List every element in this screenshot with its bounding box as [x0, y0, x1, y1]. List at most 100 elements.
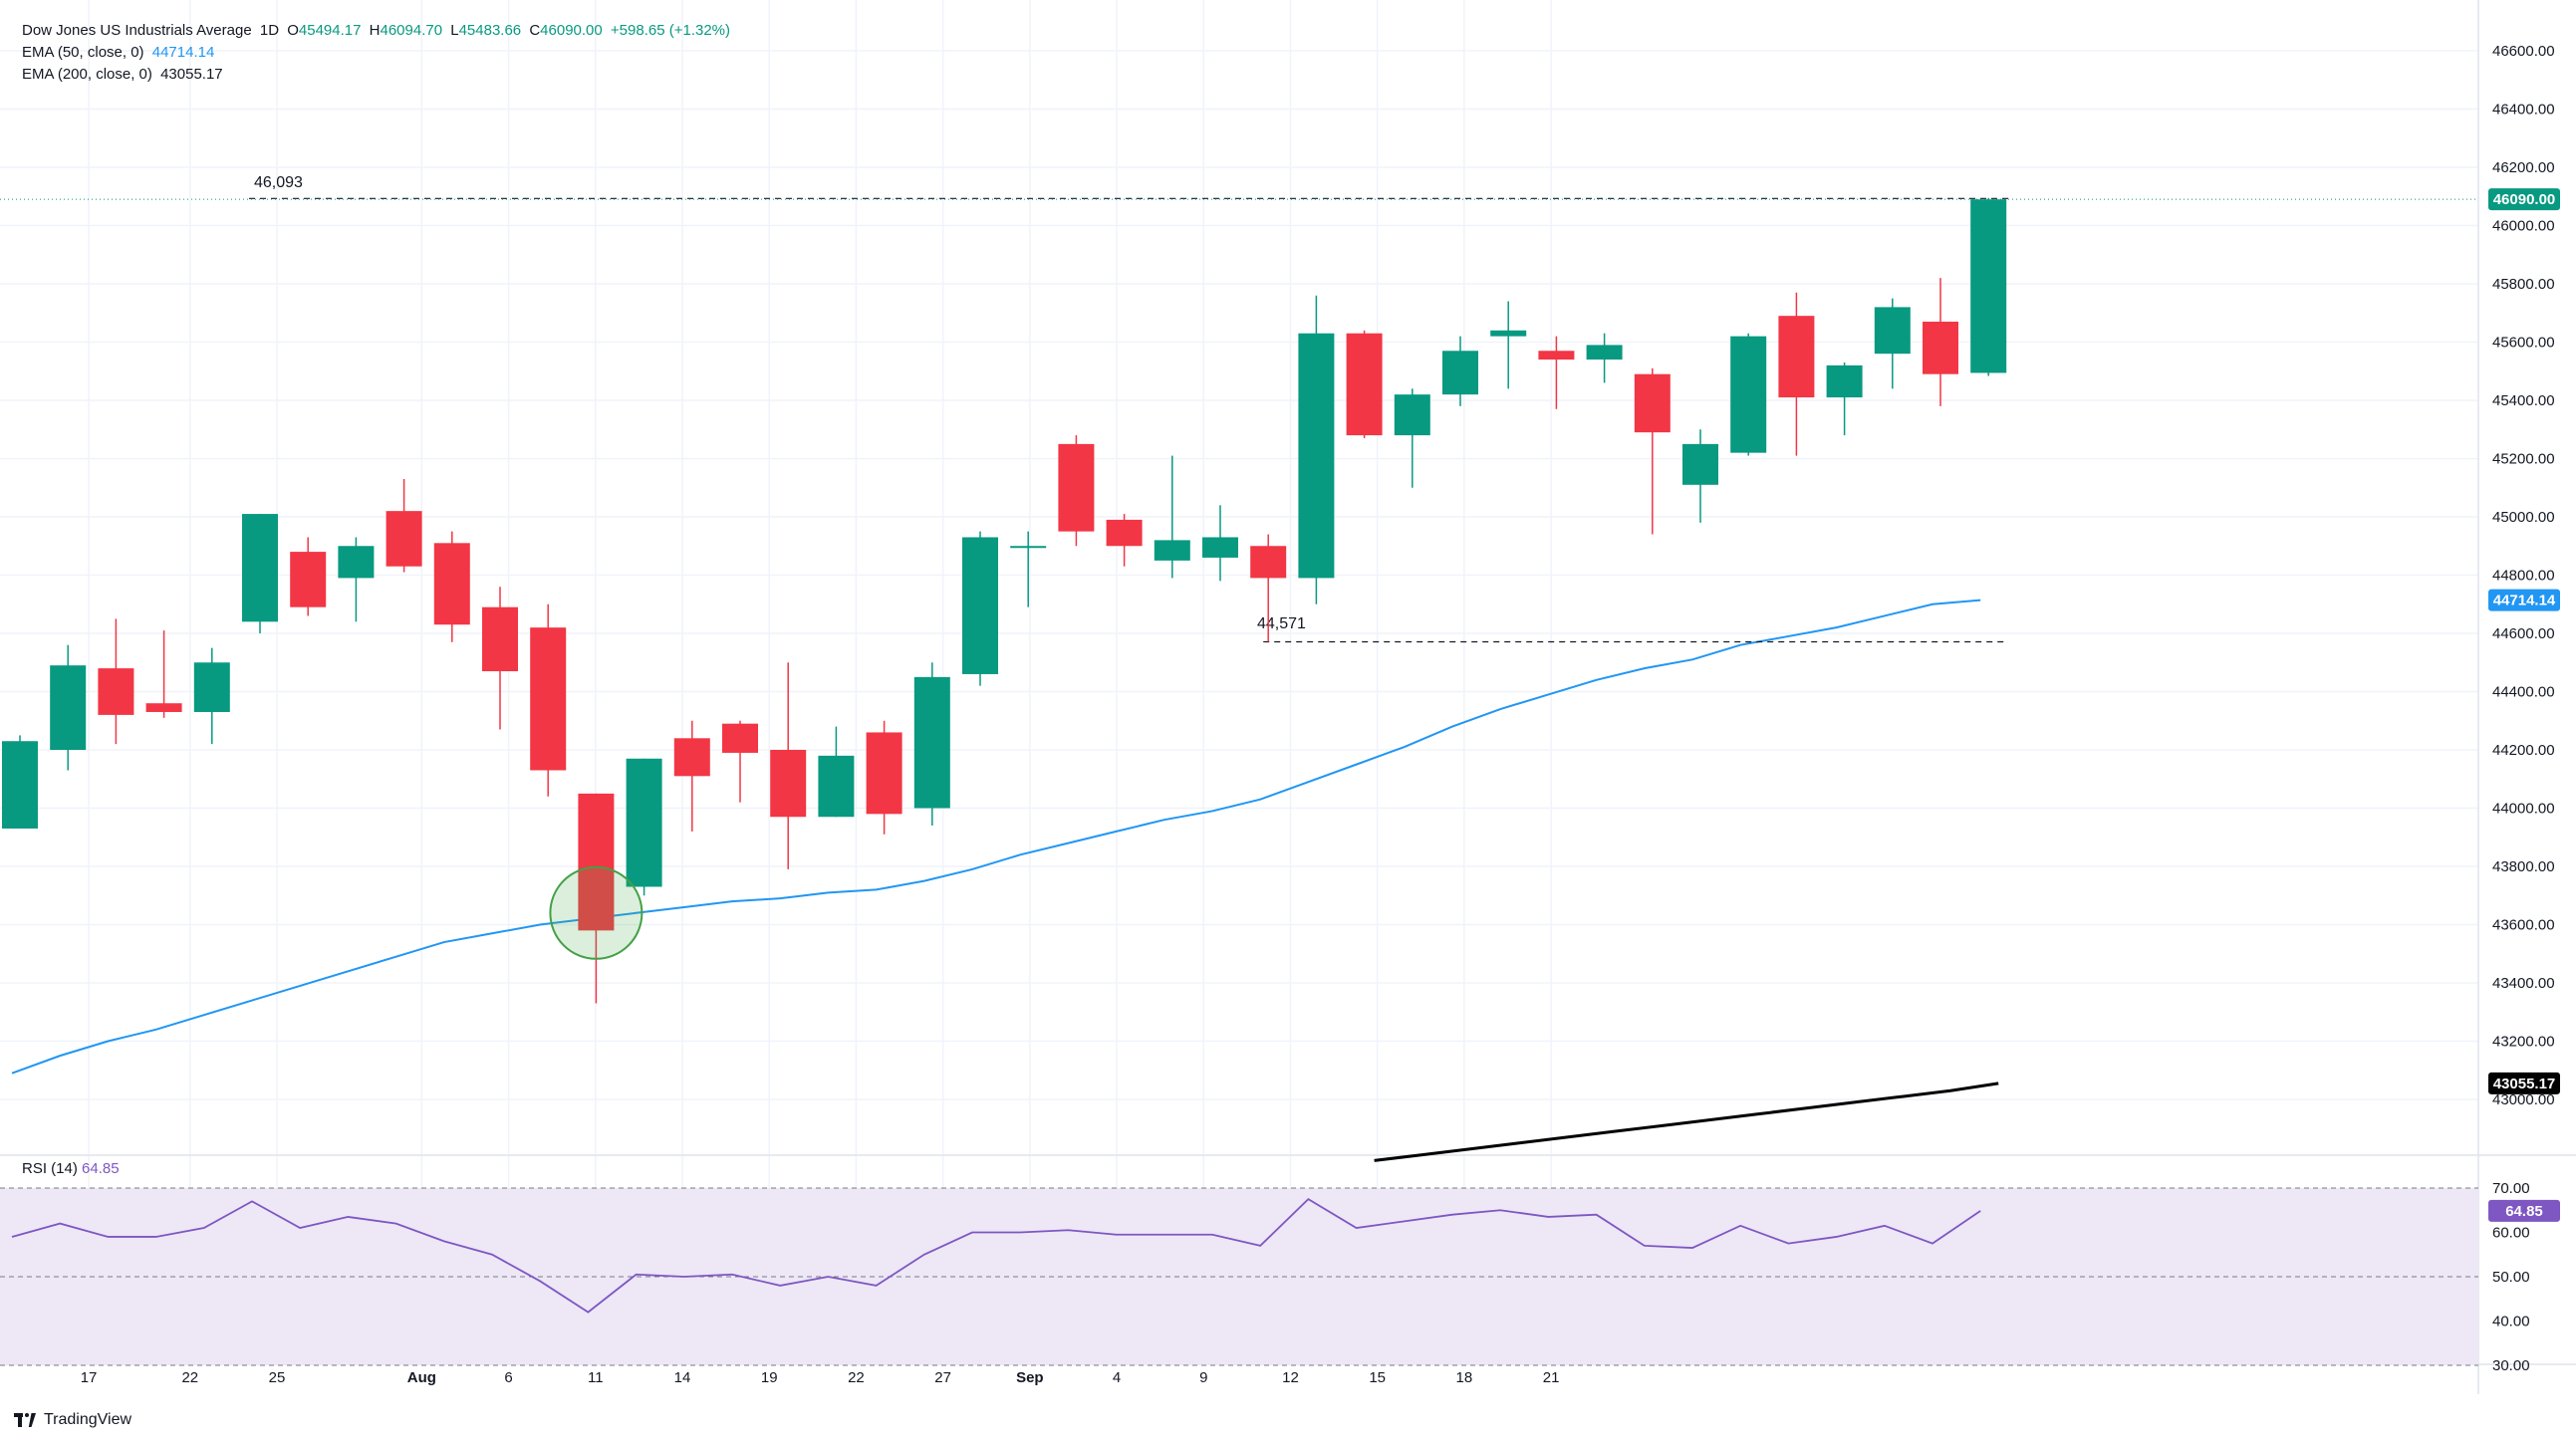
- price-tick-label: 46400.00: [2492, 102, 2555, 119]
- ema50-layer: [11, 599, 1981, 1075]
- ema50-value: 44714.14: [151, 44, 215, 61]
- change-value: +598.65 (+1.32%): [610, 22, 731, 39]
- candle-down: [1538, 351, 1575, 361]
- candle-up: [1970, 199, 2007, 373]
- candle-up: [626, 758, 662, 887]
- candle-up: [818, 755, 855, 818]
- candle-up: [1202, 537, 1238, 558]
- time-tick-label: Sep: [1016, 1369, 1044, 1386]
- rsi-value: 64.85: [82, 1160, 120, 1177]
- price-tick-label: 44800.00: [2492, 568, 2555, 585]
- rsi-badge: 64.85: [2505, 1203, 2543, 1220]
- candle-up: [1682, 443, 1718, 485]
- candle-down: [290, 552, 327, 607]
- candle-down: [386, 511, 422, 567]
- time-tick-label: 27: [934, 1369, 951, 1386]
- candle-up: [1394, 394, 1430, 436]
- time-axis[interactable]: 17 22 25 Aug 6 11 14 19 22 27 Sep 4 9 12 15 18 21: [81, 1369, 1560, 1386]
- ema50-badge: 44714.14: [2493, 593, 2556, 609]
- price-axis[interactable]: 43000.00 43200.00 43400.00 43600.00 43800.00…: [2492, 43, 2555, 1108]
- candle-up: [50, 665, 87, 750]
- price-tick-label: 44200.00: [2492, 742, 2555, 759]
- ema50-legend[interactable]: EMA (50, close, 0) 44714.14: [22, 42, 218, 64]
- time-tick-label: 14: [674, 1369, 691, 1386]
- price-tick-label: 46600.00: [2492, 43, 2555, 60]
- candle-up: [1010, 546, 1047, 549]
- time-tick-label: 18: [1456, 1369, 1473, 1386]
- price-tick-label: 46000.00: [2492, 218, 2555, 235]
- candle-down: [770, 750, 807, 818]
- ema200-badge-bg: [2488, 1072, 2560, 1094]
- time-tick-label: 19: [761, 1369, 778, 1386]
- candle-down: [482, 606, 518, 672]
- ema200-value: 43055.17: [160, 66, 223, 83]
- rsi-badge-bg: [2488, 1199, 2560, 1222]
- candle-up: [1874, 307, 1911, 355]
- time-tick-label: 15: [1369, 1369, 1386, 1386]
- rsi-axis[interactable]: 30.00 40.00 50.00 60.00 70.00: [2492, 1180, 2530, 1374]
- candle-up: [1298, 333, 1335, 579]
- highlight-circle: [549, 865, 644, 960]
- time-tick-label: 22: [848, 1369, 865, 1386]
- interval-label[interactable]: 1D: [259, 22, 280, 39]
- candle-down: [673, 738, 710, 777]
- rsi-tick-label: 50.00: [2492, 1269, 2530, 1286]
- candle-up: [913, 676, 950, 809]
- high-marker-label: 46,093: [254, 174, 303, 191]
- price-tick-label: 45600.00: [2492, 335, 2555, 352]
- candle-up: [1154, 540, 1190, 561]
- rsi-line: [11, 1197, 1981, 1314]
- candle-down: [433, 543, 470, 625]
- last-price-badge: 46090.00: [2493, 191, 2556, 208]
- price-tick-label: 43200.00: [2492, 1034, 2555, 1051]
- candle-down: [1634, 373, 1671, 433]
- brand-label: TradingView: [44, 1411, 132, 1428]
- time-tick-label: 21: [1543, 1369, 1560, 1386]
- candle-up: [1826, 364, 1863, 398]
- price-tick-label: 43800.00: [2492, 858, 2555, 875]
- time-tick-label: 6: [504, 1369, 512, 1386]
- candle-down: [145, 703, 182, 712]
- candle-up: [1730, 336, 1767, 453]
- ema50-line: [11, 599, 1981, 1075]
- candle-down: [1058, 443, 1095, 532]
- price-tick-label: 44000.00: [2492, 801, 2555, 818]
- symbol-name: Dow Jones US Industrials Average: [22, 22, 252, 39]
- price-tick-label: 43000.00: [2492, 1091, 2555, 1108]
- close-value: 46090.00: [540, 22, 603, 39]
- rsi-tick-label: 40.00: [2492, 1314, 2530, 1330]
- candle-up: [2, 741, 38, 829]
- tradingview-logo[interactable]: TradingView: [14, 1411, 131, 1429]
- candle-up: [338, 546, 375, 579]
- candle-up: [1586, 345, 1623, 361]
- candle-down: [98, 668, 134, 715]
- price-tick-label: 46200.00: [2492, 159, 2555, 176]
- last-price-badge-bg: [2488, 188, 2560, 211]
- ema200-line: [1374, 1082, 1999, 1162]
- candle-down: [1250, 546, 1287, 579]
- ema50-label: EMA (50, close, 0): [22, 44, 144, 61]
- ema200-badge: 43055.17: [2493, 1076, 2556, 1092]
- price-tick-label: 45800.00: [2492, 276, 2555, 293]
- price-tick-label: 45200.00: [2492, 451, 2555, 468]
- candle-down: [578, 793, 615, 931]
- price-tick-label: 45000.00: [2492, 509, 2555, 526]
- price-tick-label: 43400.00: [2492, 975, 2555, 992]
- rsi-legend[interactable]: RSI (14) 64.85: [22, 1160, 120, 1177]
- rsi-tick-label: 70.00: [2492, 1180, 2530, 1197]
- candle-down: [722, 723, 758, 753]
- candle-down: [1106, 519, 1143, 547]
- tradingview-icon: [14, 1413, 36, 1427]
- time-tick-label: 25: [269, 1369, 286, 1386]
- price-badges: 46090.00 44714.14 43055.17 64.85: [2488, 188, 2560, 1222]
- ema200-legend[interactable]: EMA (200, close, 0) 43055.17: [22, 64, 227, 86]
- candle-up: [962, 537, 998, 674]
- time-tick-label: Aug: [407, 1369, 436, 1386]
- time-tick-label: 11: [588, 1369, 604, 1386]
- rsi-label: RSI (14): [22, 1160, 78, 1177]
- ema50-badge-bg: [2488, 589, 2560, 611]
- time-tick-label: 4: [1113, 1369, 1121, 1386]
- low-marker-label: 44,571: [1257, 615, 1306, 632]
- ema200-layer: [1374, 1082, 1999, 1162]
